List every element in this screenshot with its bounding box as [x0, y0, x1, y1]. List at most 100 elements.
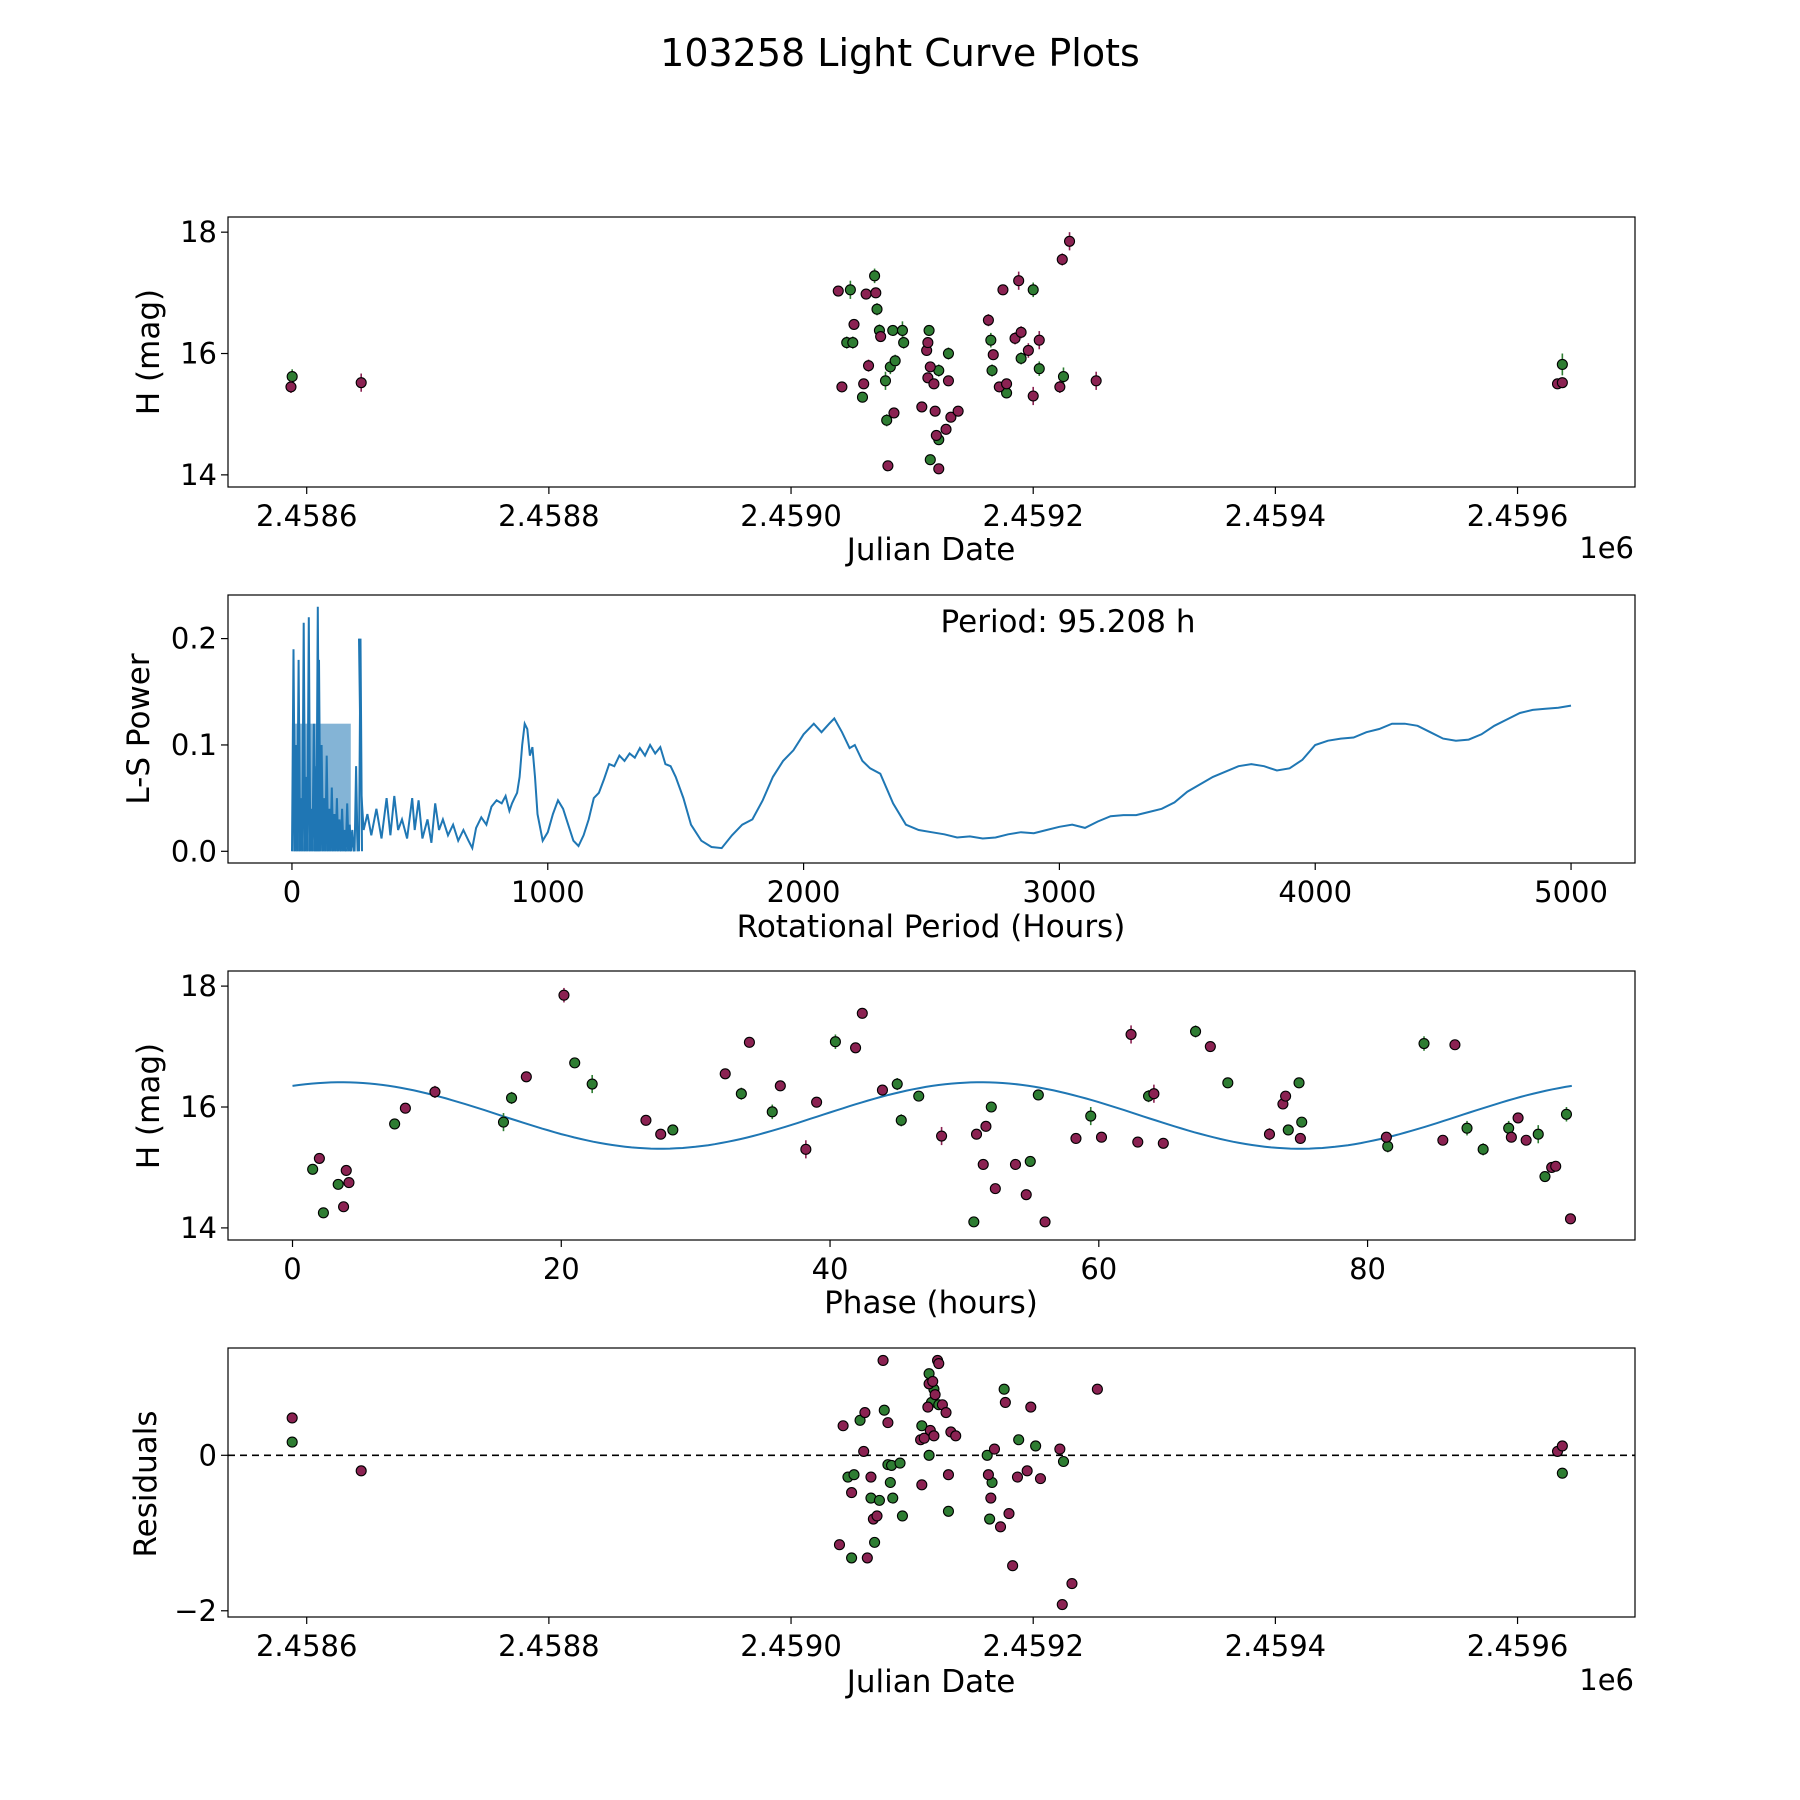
filter_b-point — [1090, 375, 1102, 387]
filter_b-point — [1003, 1508, 1015, 1520]
filter_a-point — [1418, 1037, 1430, 1050]
filter_b-point — [1512, 1112, 1524, 1124]
filter_a-point — [506, 1092, 518, 1104]
filter_b-point — [928, 378, 940, 390]
filter_a-point — [889, 355, 901, 367]
filter_b-point — [927, 1375, 939, 1387]
filter_a-point — [1296, 1116, 1308, 1128]
filter_b-point — [876, 1084, 888, 1096]
filter_a-point — [847, 337, 859, 349]
phase-panel: 0 20 40 60 80 14 16 18 Phase (hours) H (mag) — [131, 969, 1636, 1321]
filter_b-point — [1520, 1134, 1532, 1146]
periodogram-power-line — [358, 638, 1572, 852]
filter_a-point — [569, 1057, 581, 1069]
filter_b-point — [1009, 1158, 1022, 1170]
filter_b-point — [922, 1401, 934, 1413]
filter_a-point — [1556, 358, 1568, 370]
filter_a-point — [873, 1494, 885, 1506]
filter_b-point — [870, 287, 882, 299]
periodogram-xtick-label: 5000 — [1534, 875, 1608, 909]
filter_b-point — [1066, 1578, 1078, 1590]
filter_b-point — [1091, 1383, 1103, 1395]
filter_b-point — [655, 1128, 667, 1140]
filter_a-point — [1477, 1143, 1489, 1155]
filter_b-point — [952, 405, 964, 417]
filter_b-point — [936, 1130, 948, 1142]
filter_b-point — [1021, 1465, 1033, 1477]
periodogram-dense-band — [291, 723, 351, 852]
filter_a-point — [913, 1090, 925, 1102]
periodogram-ticks: 0 1000 2000 3000 4000 5000 0.0 0.1 0.2 — [171, 622, 1608, 909]
filter_a-point — [898, 337, 910, 349]
filter_a-point — [854, 1414, 866, 1426]
residuals-offset-text: 1e6 — [1579, 1663, 1634, 1697]
filter_b-point — [719, 1068, 731, 1080]
filter_b-point — [942, 375, 955, 387]
lightcurve-xtick-label: 2.4588 — [498, 499, 599, 533]
filter_b-point — [1025, 1401, 1037, 1413]
filter_b-point — [945, 411, 957, 423]
filter_b-point — [987, 349, 999, 361]
filter_b-point — [997, 284, 1009, 296]
filter_a-point — [332, 1178, 344, 1190]
filter_b-point — [1007, 1560, 1019, 1572]
filter_b-point — [1020, 1189, 1032, 1201]
filter_b-point — [850, 1042, 862, 1054]
filter_a-point — [829, 1036, 841, 1048]
filter_b-point — [1564, 1213, 1577, 1225]
filter_b-point — [929, 1389, 941, 1401]
filter_b-point — [856, 1007, 868, 1019]
periodogram-ytick-label: 0.2 — [171, 622, 217, 656]
filter_a-point — [984, 1513, 996, 1525]
filter_b-point — [285, 381, 297, 393]
filter_b-point — [1556, 377, 1568, 389]
residuals-axes-frame — [227, 1347, 1636, 1618]
filter_b-point — [858, 1445, 870, 1457]
filter_b-point — [399, 1102, 411, 1114]
filter_b-point — [1001, 378, 1013, 390]
filter_b-point — [800, 1143, 812, 1155]
residuals-xlabel: Julian Date — [845, 1664, 1016, 1700]
filter_b-point — [929, 405, 941, 417]
filter_b-point — [833, 1539, 846, 1551]
filter_a-point — [1539, 1170, 1551, 1183]
lightcurve-offset-text: 1e6 — [1579, 531, 1634, 565]
filter_b-point — [343, 1177, 355, 1189]
filter_a-point — [286, 1436, 298, 1448]
filter_b-point — [1039, 1216, 1051, 1228]
lightcurve-ytick-label: 14 — [180, 458, 217, 492]
filter_b-point — [922, 337, 934, 349]
filter_b-point — [989, 1183, 1001, 1195]
filter_b-point — [882, 460, 894, 472]
filter_b-point — [1263, 1128, 1276, 1140]
filter_b-point — [313, 1152, 325, 1164]
filter_a-point — [881, 414, 893, 426]
filter_a-point — [895, 1114, 907, 1126]
phase-xtick-label: 80 — [1349, 1252, 1386, 1286]
filter_a-point — [871, 303, 883, 315]
periodogram-xtick-label: 3000 — [1023, 875, 1097, 909]
filter_a-point — [923, 1449, 935, 1461]
filter_b-point — [1157, 1137, 1169, 1149]
residuals-panel: 2.4586 2.4588 2.4590 2.4592 2.4594 2.4596−20 … — [128, 1347, 1636, 1700]
residuals-xtick-label: 2.4596 — [1467, 1629, 1568, 1663]
filter_a-point — [1556, 1467, 1568, 1479]
periodogram-ytick-label: 0.0 — [171, 834, 217, 868]
filter_b-point — [930, 429, 942, 441]
periodogram-ylabel: L-S Power — [121, 653, 157, 804]
filter_b-point — [916, 1479, 928, 1491]
filter_b-point — [1013, 275, 1025, 287]
filter_a-point — [887, 1492, 899, 1504]
filter_b-point — [1033, 334, 1045, 346]
phase-ytick-label: 18 — [180, 969, 217, 1003]
lightcurve-ytick-label: 16 — [180, 337, 217, 371]
filter_b-point — [1027, 390, 1039, 402]
lightcurve-xtick-label: 2.4592 — [982, 499, 1083, 533]
filter_b-point — [558, 989, 570, 1001]
periodogram-panel: 0 1000 2000 3000 4000 5000 0.0 0.1 0.2 Period: 9… — [121, 594, 1636, 945]
filter_b-point — [980, 1120, 992, 1132]
residuals-xtick-label: 2.4592 — [982, 1629, 1083, 1663]
lightcurve-xtick-label: 2.4590 — [740, 499, 841, 533]
filter_a-point — [1461, 1122, 1473, 1134]
lightcurve-xlabel: Julian Date — [845, 532, 1016, 568]
